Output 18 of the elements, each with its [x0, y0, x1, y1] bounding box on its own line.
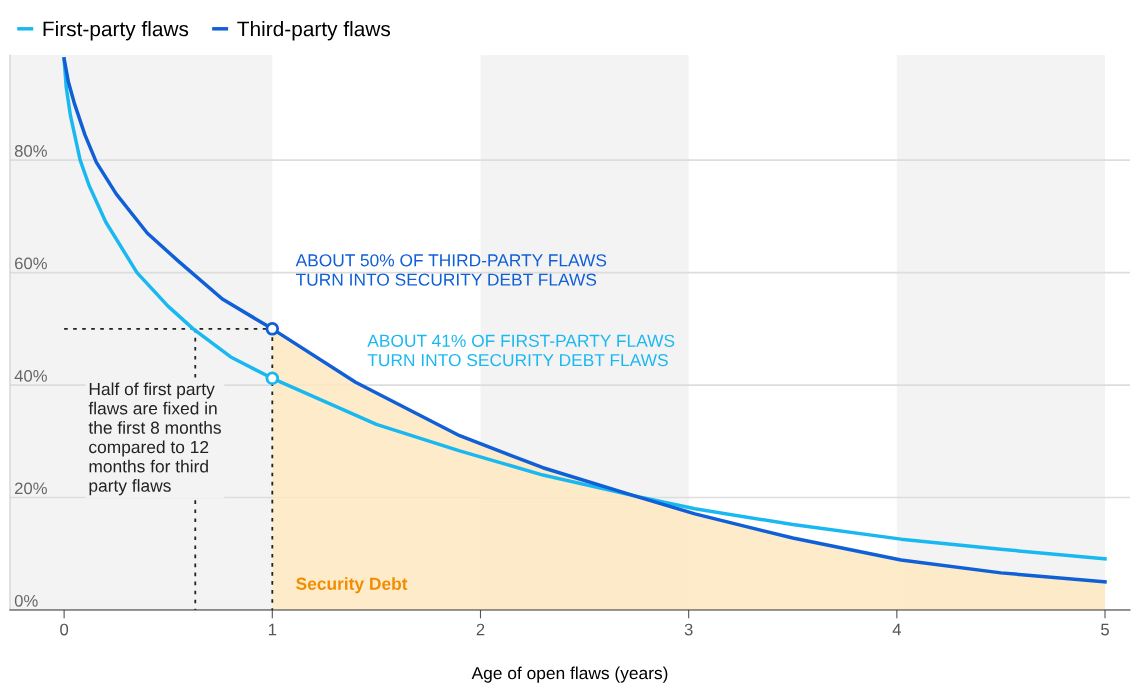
x-tick-label: 0 — [60, 623, 69, 636]
annotation: ABOUT 41% OF FIRST-PARTY FLAWS TURN INTO SECURITY DEBT FLAWS — [367, 334, 675, 367]
x-tick-label: 3 — [684, 623, 693, 636]
annotation: ABOUT 50% OF THIRD-PARTY FLAWS TURN INTO SECURITY DEBT FLAWS — [295, 254, 607, 286]
x-axis-title: Age of open flaws (years) — [471, 666, 668, 683]
annotation: Half of first party flaws are fixed in the first 8 months compared to 12 months for third party flaws — [88, 382, 221, 496]
y-tick-label: 0% — [14, 594, 38, 607]
y-tick-label: 60% — [15, 257, 47, 270]
legend-label: First-party flaws — [43, 21, 189, 41]
x-tick-label: 2 — [476, 623, 485, 636]
annotation: Security Debt — [296, 577, 408, 594]
x-tick-label: 1 — [268, 623, 277, 636]
x-tick-label: 4 — [892, 623, 901, 636]
y-tick-label: 80% — [14, 145, 47, 157]
legend-label: Third-party flaws — [237, 21, 391, 41]
x-tick-label: 5 — [1101, 623, 1109, 636]
y-tick-label: 40% — [14, 369, 47, 382]
y-tick-label: 20% — [15, 482, 47, 495]
